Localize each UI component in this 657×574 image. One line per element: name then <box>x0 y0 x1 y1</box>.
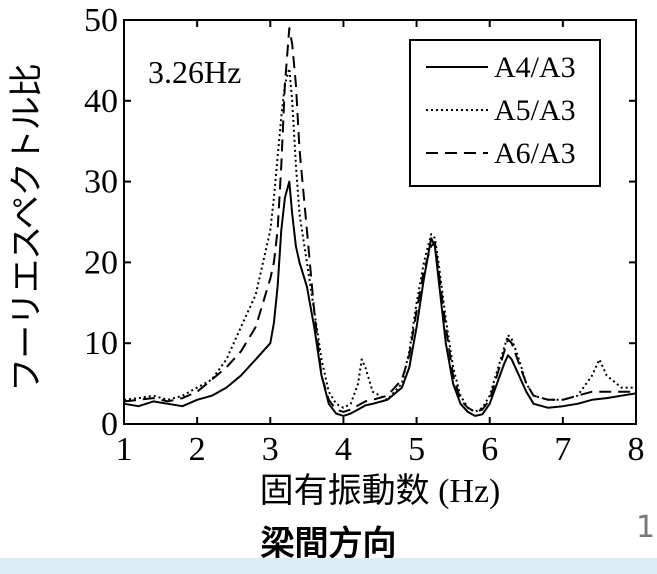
x-axis-label: 固有振動数 (Hz) <box>260 471 501 511</box>
y-tick-label: 40 <box>84 83 118 120</box>
direction-caption: 梁間方向 <box>260 524 397 564</box>
y-tick-label: 30 <box>84 164 118 201</box>
y-tick-label: 10 <box>84 325 118 362</box>
legend-box <box>409 39 601 187</box>
plot-frame <box>123 19 637 425</box>
x-tick-label: 5 <box>408 431 425 468</box>
series-line-a6-a3 <box>123 27 636 413</box>
x-tick-label: 4 <box>335 431 352 468</box>
series-line-a5-a3 <box>123 67 636 413</box>
x-tick-label: 1 <box>116 431 133 468</box>
x-tick-label: 8 <box>628 431 645 468</box>
legend-label: A4/A3 <box>494 51 576 84</box>
x-tick-label: 2 <box>189 431 206 468</box>
series-line-a4-a3 <box>123 180 637 417</box>
x-tick-label: 3 <box>262 431 279 468</box>
y-tick-label: 20 <box>84 244 118 281</box>
peak-frequency-annotation: 3.26Hz <box>148 54 241 90</box>
x-tick-label: 6 <box>481 431 498 468</box>
y-tick-label: 50 <box>84 2 118 39</box>
slide-footer-band <box>0 558 657 574</box>
x-tick-label: 7 <box>554 431 571 468</box>
legend-label: A5/A3 <box>494 94 576 127</box>
spectrum-ratio-chart: 1 2 3 4 5 6 7 8 0 10 20 30 40 50 A4/A3 A5/A3 A6/A3 フーリエス… <box>7 2 645 511</box>
y-tick-label: 0 <box>101 406 118 443</box>
page-number: 1 <box>636 510 656 545</box>
y-axis-label: フーリエスペクトル比 <box>7 64 47 392</box>
legend-label: A6/A3 <box>494 137 576 170</box>
